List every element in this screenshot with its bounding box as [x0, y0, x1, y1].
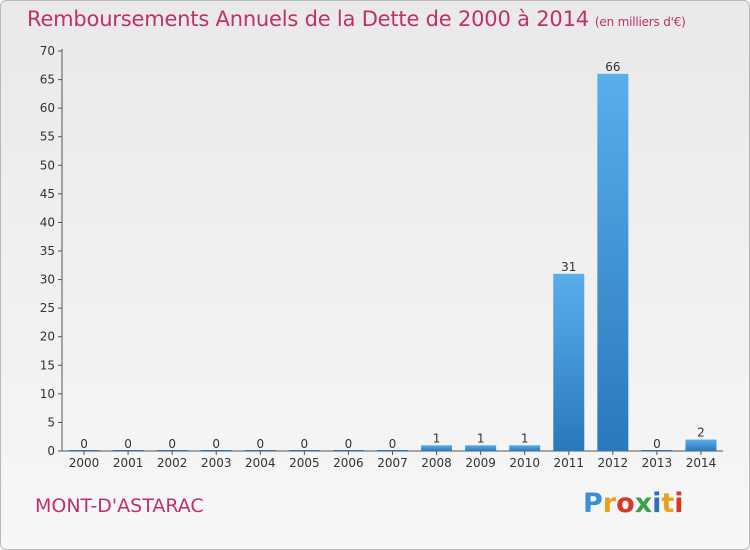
x-tick-label: 2013 — [642, 456, 673, 470]
bar-value-label: 1 — [477, 431, 485, 445]
bar — [244, 450, 276, 451]
x-tick-label: 2004 — [245, 456, 276, 470]
y-tick-label: 10 — [40, 387, 55, 401]
bar-value-label: 0 — [653, 437, 661, 451]
bar — [641, 450, 673, 451]
bar — [685, 439, 717, 451]
y-tick-label: 35 — [40, 244, 55, 258]
y-tick-label: 5 — [47, 415, 55, 429]
town-name: MONT-D'ASTARAC — [35, 495, 204, 517]
bar — [377, 450, 408, 451]
bar-value-label: 0 — [212, 437, 220, 451]
x-tick-label: 2011 — [553, 456, 584, 470]
chart-title-text: Remboursements Annuels de la Dette de 20… — [27, 7, 589, 31]
bar-value-label: 0 — [80, 437, 88, 451]
y-tick-label: 60 — [40, 101, 55, 115]
x-tick-label: 2005 — [289, 456, 320, 470]
bar — [509, 445, 541, 451]
bar — [553, 273, 585, 451]
proxiti-logo: Proxiti — [583, 488, 684, 519]
bar — [332, 450, 364, 451]
x-tick-label: 2002 — [157, 456, 188, 470]
bar-value-label: 0 — [389, 437, 397, 451]
bar-value-label: 31 — [561, 260, 576, 274]
bar-value-label: 66 — [605, 60, 620, 74]
bar — [597, 73, 629, 451]
y-tick-label: 55 — [40, 130, 55, 144]
x-tick-label: 2007 — [377, 456, 408, 470]
bar-value-label: 0 — [124, 437, 132, 451]
bar — [112, 450, 144, 451]
y-tick-label: 50 — [40, 158, 55, 172]
y-tick-label: 25 — [40, 301, 55, 315]
chart-unit: (en milliers d'€) — [594, 15, 686, 29]
bar — [288, 450, 320, 451]
bar-value-label: 2 — [697, 426, 705, 440]
bar-value-label: 0 — [345, 437, 353, 451]
bar-value-label: 0 — [168, 437, 176, 451]
bar — [68, 450, 100, 451]
x-tick-label: 2003 — [201, 456, 232, 470]
bar — [200, 450, 232, 451]
bar-value-label: 0 — [256, 437, 264, 451]
chart-title: Remboursements Annuels de la Dette de 20… — [27, 7, 686, 31]
bar — [421, 445, 453, 451]
y-tick-label: 0 — [47, 444, 55, 458]
y-tick-label: 70 — [40, 44, 55, 58]
x-tick-label: 2001 — [113, 456, 144, 470]
y-tick-label: 45 — [40, 187, 55, 201]
bar-value-label: 0 — [301, 437, 309, 451]
bar-value-label: 1 — [521, 431, 529, 445]
y-tick-label: 65 — [40, 73, 55, 87]
y-tick-label: 15 — [40, 358, 55, 372]
x-tick-label: 2012 — [598, 456, 629, 470]
bar — [156, 450, 188, 451]
x-tick-label: 2010 — [509, 456, 540, 470]
bar-value-label: 1 — [433, 431, 441, 445]
x-tick-label: 2000 — [69, 456, 100, 470]
bar — [465, 445, 497, 451]
x-tick-label: 2009 — [465, 456, 496, 470]
y-tick-label: 40 — [40, 215, 55, 229]
y-tick-label: 30 — [40, 273, 55, 287]
x-tick-label: 2006 — [333, 456, 364, 470]
y-tick-label: 20 — [40, 330, 55, 344]
x-tick-label: 2008 — [421, 456, 452, 470]
x-tick-label: 2014 — [686, 456, 717, 470]
